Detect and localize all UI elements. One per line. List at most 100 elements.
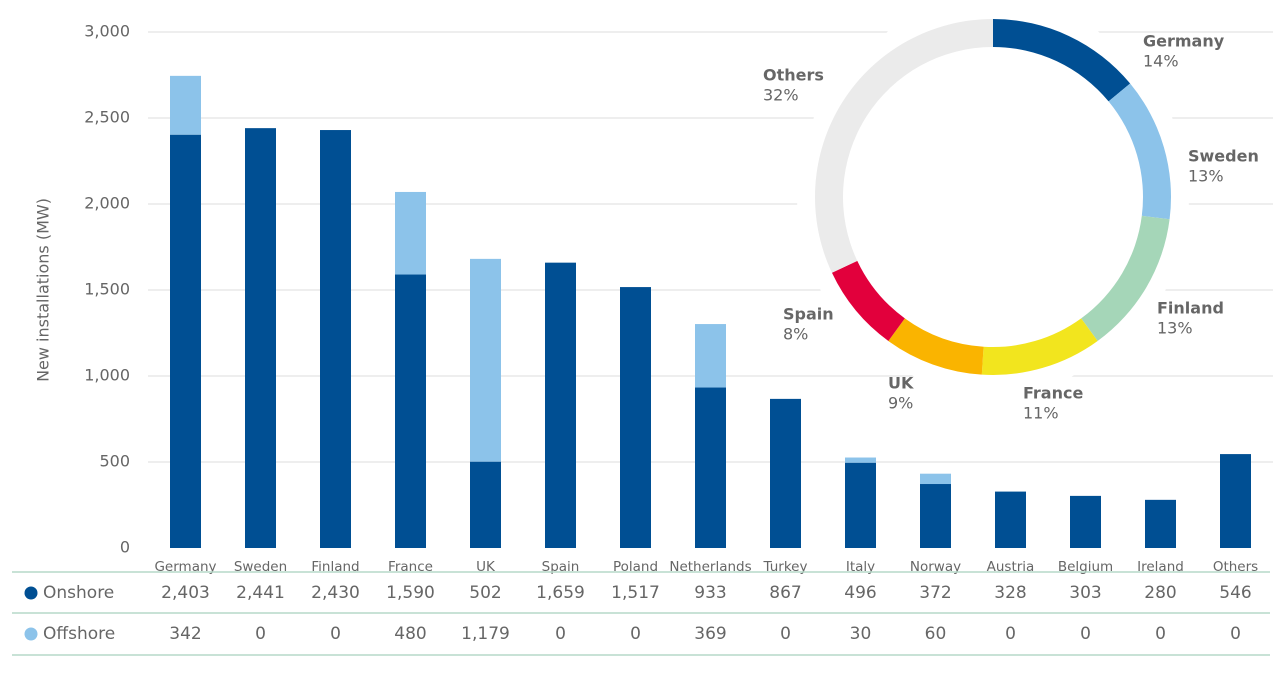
table-value: 303 xyxy=(1069,583,1101,603)
bar-segment xyxy=(1220,454,1251,548)
x-tick-label: Finland xyxy=(311,559,359,575)
bar-segment xyxy=(470,258,501,462)
bar-segment xyxy=(1145,499,1176,548)
legend-swatch xyxy=(24,627,38,641)
bar-segment xyxy=(620,287,651,548)
legend-label: Offshore xyxy=(43,624,115,644)
pie-backdrop xyxy=(797,1,1189,393)
table-value: 0 xyxy=(330,624,341,644)
legend-swatch xyxy=(24,586,38,600)
bar-segment xyxy=(545,262,576,548)
x-tick-label: Spain xyxy=(542,559,580,575)
x-tick-label: Poland xyxy=(613,559,658,575)
donut-slice xyxy=(888,318,984,375)
x-tick-label: Belgium xyxy=(1058,559,1113,575)
slice-value: 9% xyxy=(888,394,913,413)
donut-slice xyxy=(1081,215,1170,342)
bar-segment xyxy=(170,134,201,548)
bar-segment xyxy=(1070,495,1101,548)
table-value: 0 xyxy=(255,624,266,644)
x-tick-label: Turkey xyxy=(763,559,808,575)
slice-label: UK xyxy=(888,374,914,393)
x-tick-label: Austria xyxy=(987,559,1035,575)
slice-value: 14% xyxy=(1143,52,1179,71)
table-value: 60 xyxy=(925,624,947,644)
table-value: 546 xyxy=(1219,583,1251,603)
table-value: 0 xyxy=(630,624,641,644)
bar-segment xyxy=(395,191,426,275)
bar-segment xyxy=(470,461,501,548)
table-value: 933 xyxy=(694,583,726,603)
y-tick-label: 2,500 xyxy=(84,108,130,127)
slice-label: Germany xyxy=(1143,32,1225,51)
slice-value: 8% xyxy=(783,325,808,344)
table-value: 1,590 xyxy=(386,583,435,603)
table-value: 1,179 xyxy=(461,624,510,644)
table-value: 0 xyxy=(1155,624,1166,644)
donut-slice xyxy=(981,318,1098,375)
donut-slice xyxy=(831,260,905,342)
bar-segment xyxy=(320,130,351,549)
table-value: 372 xyxy=(919,583,951,603)
y-tick-label: 1,000 xyxy=(84,366,130,385)
table-value: 2,430 xyxy=(311,583,360,603)
donut-slice xyxy=(815,19,993,273)
bar-segment xyxy=(170,75,201,135)
y-tick-label: 0 xyxy=(120,538,130,557)
y-tick-label: 3,000 xyxy=(84,22,130,41)
bar-segment xyxy=(695,387,726,548)
y-tick-label: 500 xyxy=(99,452,130,471)
table-value: 0 xyxy=(1230,624,1241,644)
x-tick-label: Netherlands xyxy=(669,559,751,575)
table-value: 1,659 xyxy=(536,583,585,603)
table-value: 867 xyxy=(769,583,801,603)
table-value: 2,403 xyxy=(161,583,210,603)
x-tick-label: France xyxy=(388,559,433,575)
table-value: 0 xyxy=(780,624,791,644)
table-value: 369 xyxy=(694,624,726,644)
bar-segment xyxy=(845,462,876,548)
bar-segment xyxy=(395,274,426,548)
x-tick-label: Italy xyxy=(846,559,875,575)
slice-label: Spain xyxy=(783,305,834,324)
x-tick-label: Others xyxy=(1213,559,1258,575)
y-tick-label: 2,000 xyxy=(84,194,130,213)
table-value: 1,517 xyxy=(611,583,660,603)
y-tick-label: 1,500 xyxy=(84,280,130,299)
table-value: 2,441 xyxy=(236,583,285,603)
table-value: 0 xyxy=(555,624,566,644)
table-value: 280 xyxy=(1144,583,1176,603)
slice-value: 13% xyxy=(1188,167,1224,186)
donut-slice xyxy=(1108,83,1171,220)
table-value: 328 xyxy=(994,583,1026,603)
table-value: 30 xyxy=(850,624,872,644)
bar-segment xyxy=(245,128,276,548)
table-value: 480 xyxy=(394,624,426,644)
bar-segment xyxy=(845,457,876,463)
donut-slice xyxy=(993,19,1131,102)
table-value: 496 xyxy=(844,583,876,603)
slice-label: Finland xyxy=(1157,299,1224,318)
slice-label: France xyxy=(1023,384,1083,403)
legend-label: Onshore xyxy=(43,583,114,603)
slice-value: 13% xyxy=(1157,319,1193,338)
x-tick-label: Sweden xyxy=(234,559,287,575)
table-value: 502 xyxy=(469,583,501,603)
y-axis-label: New installations (MW) xyxy=(34,198,53,382)
bar-segment xyxy=(920,473,951,485)
x-tick-label: Ireland xyxy=(1137,559,1184,575)
slice-value: 32% xyxy=(763,86,799,105)
slice-label: Others xyxy=(763,66,824,85)
bar-segment xyxy=(995,491,1026,548)
x-tick-label: Germany xyxy=(154,559,216,575)
x-tick-label: Norway xyxy=(910,559,961,575)
bar-segment xyxy=(920,484,951,548)
slice-label: Sweden xyxy=(1188,147,1259,166)
slice-value: 11% xyxy=(1023,404,1059,423)
table-value: 0 xyxy=(1080,624,1091,644)
table-value: 0 xyxy=(1005,624,1016,644)
bar-segment xyxy=(770,398,801,548)
table-value: 342 xyxy=(169,624,201,644)
x-tick-label: UK xyxy=(476,559,496,575)
